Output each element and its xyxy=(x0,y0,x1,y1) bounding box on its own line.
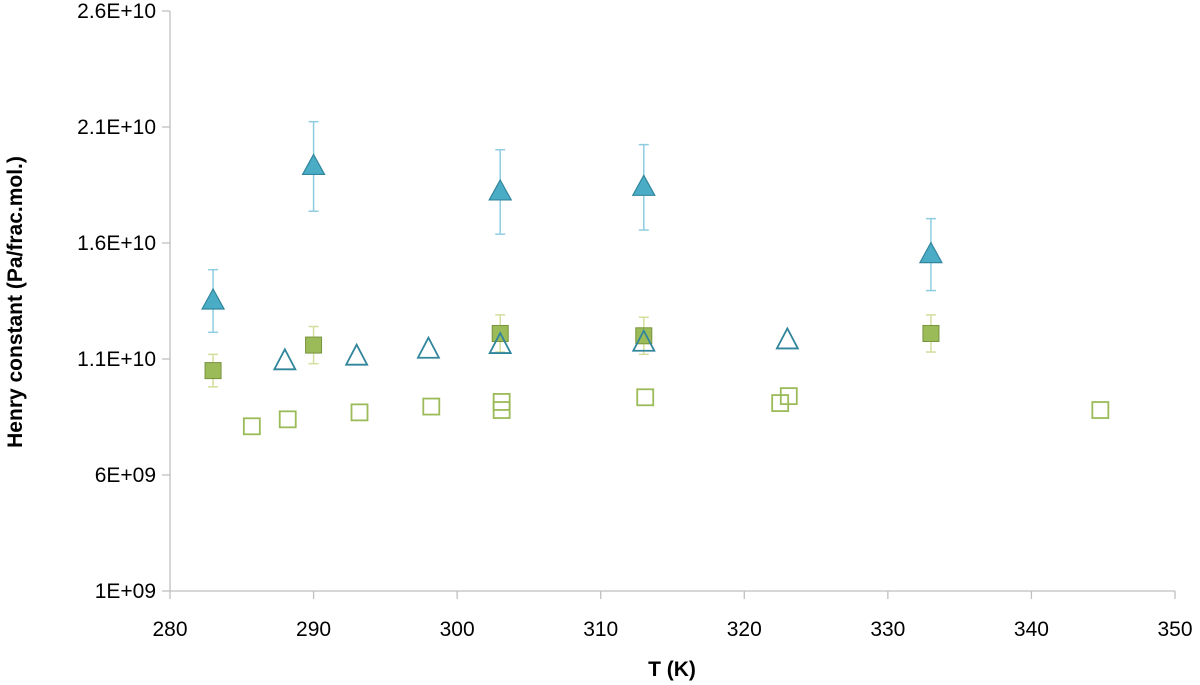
triangle-open-point xyxy=(775,326,800,350)
triangle-filled-point xyxy=(631,174,656,196)
square-filled-point xyxy=(305,336,323,354)
y-tick-label: 2.1E+10 xyxy=(77,116,156,139)
x-tick-label: 330 xyxy=(870,618,905,641)
triangle-open-point xyxy=(416,335,441,359)
y-tick-label: 6E+09 xyxy=(95,464,156,487)
y-tick-label: 2.6E+10 xyxy=(77,0,156,23)
x-tick-label: 310 xyxy=(583,618,618,641)
triangle-filled-point xyxy=(488,178,513,201)
square-open-point xyxy=(278,410,297,429)
x-tick-label: 300 xyxy=(440,618,475,641)
square-open-point xyxy=(350,403,369,422)
triangle-filled-point xyxy=(201,287,226,310)
triangle-filled-point xyxy=(918,241,943,264)
y-tick-label: 1.1E+10 xyxy=(77,348,156,371)
square-open-point xyxy=(492,393,511,411)
x-tick-label: 350 xyxy=(1157,618,1192,641)
triangle-filled-point xyxy=(301,153,326,176)
square-open-point xyxy=(636,388,655,407)
square-filled-point xyxy=(204,362,222,380)
axes xyxy=(162,10,1176,599)
square-open-point xyxy=(779,387,798,406)
square-filled-point xyxy=(922,324,940,342)
tick-labels: 1E+09 6E+09 1.1E+10 1.6E+10 2.1E+10 2.6E+10 28… xyxy=(77,0,1192,641)
x-axis-title: T (K) xyxy=(648,658,696,681)
y-tick-label: 1.6E+10 xyxy=(77,232,156,255)
triangle-open-point xyxy=(488,331,513,354)
square-open-point xyxy=(242,417,261,436)
data-markers xyxy=(201,153,1110,436)
triangle-open-point xyxy=(272,347,297,371)
x-tick-label: 280 xyxy=(152,618,187,641)
y-axis-title: Henry constant (Pa/frac.mol.) xyxy=(4,156,27,448)
triangle-open-point xyxy=(344,342,369,366)
x-tick-label: 290 xyxy=(296,618,331,641)
x-tick-label: 320 xyxy=(727,618,762,641)
square-open-point xyxy=(1091,401,1110,419)
square-open-point xyxy=(422,397,441,416)
triangle-open-point xyxy=(631,328,656,352)
x-tick-label: 340 xyxy=(1014,618,1049,641)
y-tick-label: 1E+09 xyxy=(95,580,156,603)
